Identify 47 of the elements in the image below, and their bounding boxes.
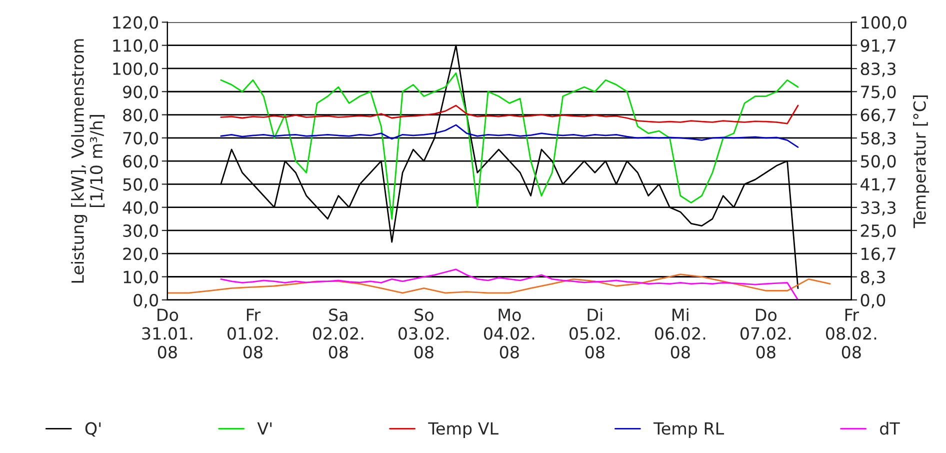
y-tick-label: 20,0 [123,248,158,262]
y-tick-label: 0,0 [134,294,158,308]
y-tick-label: 50,0 [123,178,158,192]
line-series [167,274,831,294]
y2-tick-label: 41,7 [860,178,896,192]
x-tick-label: Mo 04.02. 08 [484,308,534,358]
y2-tick-label: 75,0 [861,86,896,100]
legend-label: V' [257,422,272,435]
x-tick-label: Do 31.01. 08 [142,308,192,358]
y2-tick-label: 33,3 [861,201,896,216]
y2-tick-label: 25,0 [860,224,896,239]
x-tick-label: Sa 02.02. 08 [313,308,364,358]
y-tick-label: 110,0 [113,39,158,54]
line-series [220,104,799,124]
y-tick-label: 40,0 [122,201,158,216]
y-tick-label: 120,0 [113,16,158,30]
y2-tick-label: 0,0 [860,294,886,308]
legend-label: Temp VL [428,422,498,438]
y2-tick-label: 16,7 [862,247,896,262]
y2-tick-label: 58,3 [861,132,896,146]
y2-tick-label: 66,7 [860,108,896,123]
line-series [220,268,799,300]
line-series [220,124,799,148]
legend-label: Temp RL [653,422,724,438]
y-tick-label: 30,0 [123,224,158,239]
x-tick-label: Di 05.02. 08 [570,308,620,358]
y2-tick-label: 91,7 [860,39,896,54]
y-tick-label: 90,0 [123,86,158,100]
line-series [220,72,799,220]
y2-tick-label: 100,0 [862,16,906,30]
y-tick-label: 60,0 [123,155,158,170]
y-tick-label: 70,0 [123,132,158,146]
y-tick-label: 80,0 [123,108,158,124]
y2-tick-label: 8,3 [860,270,885,286]
y-tick-label: 100,0 [113,62,158,77]
y2-tick-label: 83,3 [860,62,896,77]
x-tick-label: Fr 08.02. 08 [826,308,876,358]
x-tick-label: Do 07.02. 08 [740,308,791,358]
x-tick-label: So 03.02. 08 [398,308,449,358]
legend-label: dT [880,422,900,435]
y-axis-title: Leistung [kW], Volumenstrom [1/10 m³/h] [71,39,105,283]
y2-tick-label: 50,0 [861,155,896,170]
legend-label: Q' [85,422,101,437]
x-tick-label: Mi 06.02. 08 [655,308,706,358]
y2-axis-title: Temperatur [°C] [913,95,930,228]
y-tick-label: 10,0 [124,270,158,286]
x-tick-label: Fr 01.02. 08 [228,308,278,358]
